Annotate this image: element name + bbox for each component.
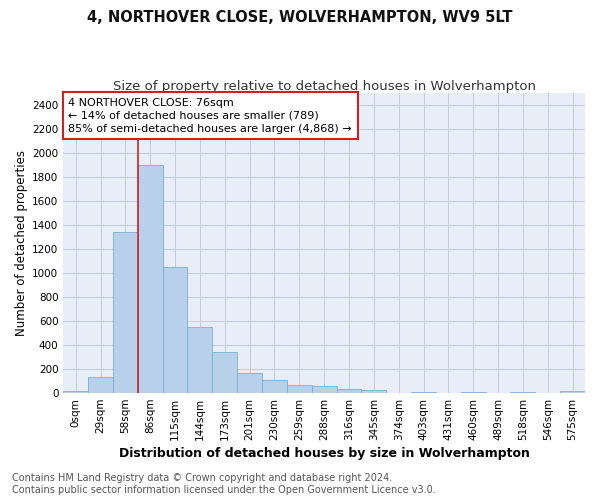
Bar	[287, 386, 312, 393]
Bar	[138, 165, 163, 393]
Y-axis label: Number of detached properties: Number of detached properties	[15, 150, 28, 336]
Bar	[411, 392, 436, 393]
Bar	[361, 390, 386, 393]
Bar	[212, 352, 237, 393]
Bar	[63, 392, 88, 393]
Bar	[113, 232, 138, 393]
X-axis label: Distribution of detached houses by size in Wolverhampton: Distribution of detached houses by size …	[119, 447, 530, 460]
Bar	[337, 389, 361, 393]
Text: Contains HM Land Registry data © Crown copyright and database right 2024.
Contai: Contains HM Land Registry data © Crown c…	[12, 474, 436, 495]
Bar	[560, 390, 585, 393]
Text: 4, NORTHOVER CLOSE, WOLVERHAMPTON, WV9 5LT: 4, NORTHOVER CLOSE, WOLVERHAMPTON, WV9 5…	[87, 10, 513, 25]
Bar	[237, 374, 262, 393]
Text: 4 NORTHOVER CLOSE: 76sqm
← 14% of detached houses are smaller (789)
85% of semi-: 4 NORTHOVER CLOSE: 76sqm ← 14% of detach…	[68, 98, 352, 134]
Bar	[312, 386, 337, 393]
Bar	[187, 327, 212, 393]
Bar	[511, 392, 535, 393]
Bar	[262, 380, 287, 393]
Bar	[461, 392, 485, 393]
Bar	[163, 267, 187, 393]
Title: Size of property relative to detached houses in Wolverhampton: Size of property relative to detached ho…	[113, 80, 536, 93]
Bar	[88, 378, 113, 393]
